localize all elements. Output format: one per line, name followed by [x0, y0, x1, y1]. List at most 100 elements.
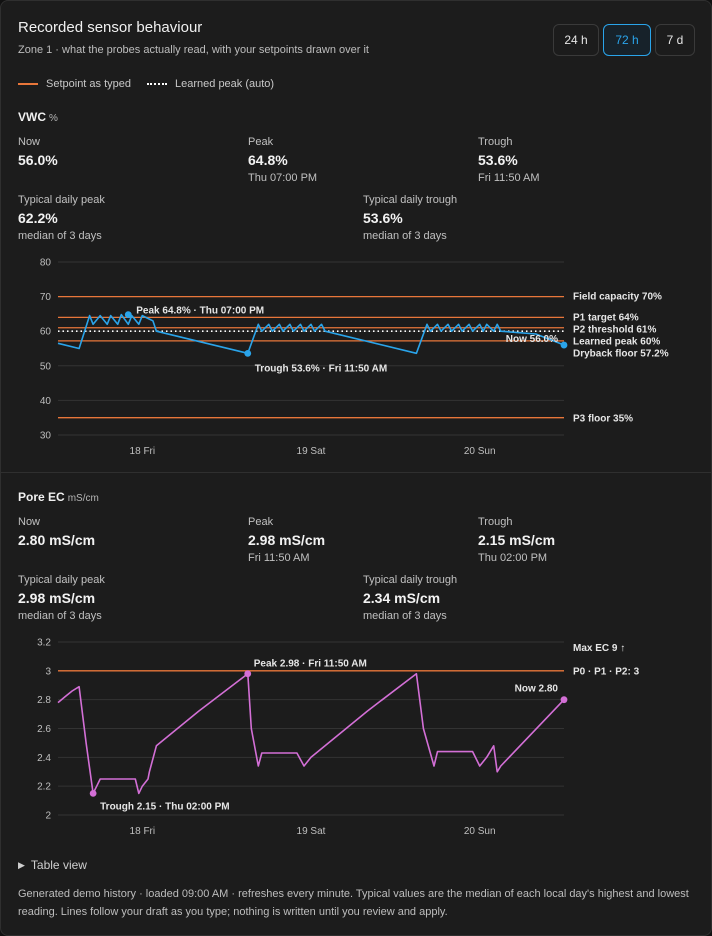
y-tick-label: 60 — [40, 327, 52, 338]
vwc-typical-trough-stat: Typical daily trough 53.6% median of 3 d… — [363, 194, 457, 242]
legend-setpoint-label: Setpoint as typed — [46, 78, 132, 90]
annotation-label: Now 56.0% — [506, 334, 558, 345]
section-divider — [1, 472, 711, 473]
y-tick-label: 2.8 — [37, 695, 51, 706]
vwc-title-text: VWC — [18, 110, 46, 124]
stat-value: 2.34 mS/cm — [363, 590, 441, 606]
annotation-label: Now 2.80 — [515, 684, 559, 695]
stat-time: Fri 11:50 AM — [248, 552, 310, 564]
stat-label: Now — [18, 136, 41, 148]
ec-trough-stat: Trough 2.15 mS/cm Thu 02:00 PM — [478, 516, 555, 564]
data-series-line — [57, 672, 565, 795]
ec-section-title: Pore EC mS/cm — [18, 490, 99, 504]
vwc-typical-peak-stat: Typical daily peak 62.2% median of 3 day… — [18, 194, 105, 242]
reference-line-label: Field capacity 70% — [573, 292, 662, 303]
stat-sub: median of 3 days — [18, 230, 102, 242]
stat-value: 53.6% — [478, 152, 518, 168]
y-tick-label: 2.4 — [37, 753, 51, 764]
stat-time: Thu 07:00 PM — [248, 172, 318, 184]
y-tick-label: 50 — [40, 361, 52, 372]
stat-value: 2.15 mS/cm — [478, 532, 556, 548]
ec-title-text: Pore EC — [18, 490, 65, 504]
ec-typical-trough-stat: Typical daily trough 2.34 mS/cm median o… — [363, 574, 457, 622]
reference-line-label: Learned peak 60% — [573, 337, 660, 348]
y-tick-label: 2 — [45, 811, 51, 822]
ec-typical-peak-stat: Typical daily peak 2.98 mS/cm median of … — [18, 574, 105, 622]
vwc-section-title: VWC% — [18, 110, 58, 124]
range-7d-button[interactable]: 7 d — [655, 24, 695, 56]
y-tick-label: 3 — [45, 666, 51, 677]
stat-value: 56.0% — [18, 152, 58, 168]
learned-swatch — [147, 83, 168, 85]
stat-label: Trough — [478, 136, 513, 148]
reference-line-label: Dryback floor 57.2% — [573, 349, 669, 360]
expand-triangle-icon: ▶ — [18, 859, 25, 870]
stat-value: 62.2% — [18, 210, 58, 226]
stat-value: 2.98 mS/cm — [18, 590, 96, 606]
y-tick-label: 3.2 — [37, 638, 51, 649]
card-subtitle: Zone 1 · what the probes actually read, … — [18, 44, 369, 56]
x-tick-label: 20 Sun — [464, 446, 496, 457]
x-tick-label: 18 Fri — [130, 446, 156, 457]
reference-line-label: P2 threshold 61% — [573, 325, 656, 336]
y-tick-label: 2.2 — [37, 782, 51, 793]
stat-value: 64.8% — [248, 152, 288, 168]
ec-now-stat: Now 2.80 mS/cm — [18, 516, 95, 548]
x-tick-label: 19 Sat — [297, 826, 326, 837]
table-view-toggle[interactable]: ▶ Table view — [18, 858, 87, 872]
time-range-selector: 24 h 72 h 7 d — [553, 24, 695, 56]
ec-peak-stat: Peak 2.98 mS/cm Fri 11:50 AM — [248, 516, 325, 564]
y-tick-label: 2.6 — [37, 724, 51, 735]
annotation-point — [560, 341, 568, 349]
vwc-trough-stat: Trough 53.6% Fri 11:50 AM — [478, 136, 540, 184]
reference-line-label: P0 · P1 · P2: 3 — [573, 666, 640, 677]
annotation-label: Trough 2.15 · Thu 02:00 PM — [100, 801, 229, 812]
stat-label: Typical daily peak — [18, 574, 105, 586]
stat-time: Thu 02:00 PM — [478, 552, 548, 564]
stat-label: Typical daily trough — [363, 574, 458, 586]
reference-line-label: P3 floor 35% — [573, 414, 633, 425]
table-view-label: Table view — [30, 858, 87, 872]
setpoint-swatch — [18, 83, 38, 85]
stat-value: 2.80 mS/cm — [18, 532, 96, 548]
reference-line-label: P1 target 64% — [573, 313, 639, 324]
stat-value: 53.6% — [363, 210, 403, 226]
stat-sub: median of 3 days — [363, 230, 447, 242]
stat-label: Trough — [478, 516, 513, 528]
annotation-point — [89, 789, 97, 797]
data-series-line — [57, 313, 565, 355]
stat-time: Fri 11:50 AM — [478, 172, 540, 184]
stat-label: Typical daily trough — [363, 194, 458, 206]
stat-label: Typical daily peak — [18, 194, 105, 206]
ec-unit: mS/cm — [67, 493, 99, 504]
chart-legend: Setpoint as typed Learned peak (auto) — [18, 78, 274, 90]
stat-sub: median of 3 days — [363, 610, 447, 622]
stat-sub: median of 3 days — [18, 610, 102, 622]
stat-value: 2.98 mS/cm — [248, 532, 326, 548]
range-24h-button[interactable]: 24 h — [553, 24, 599, 56]
stat-label: Peak — [248, 136, 274, 148]
y-tick-label: 30 — [40, 431, 52, 442]
stat-label: Now — [18, 516, 41, 528]
ec-chart: 3.2 3 2.8 2.6 2.4 2.2 2 18 Fri 19 Sat 20 Sun P0 · … — [37, 638, 640, 838]
vwc-now-stat: Now 56.0% — [18, 136, 58, 168]
annotation-point — [560, 696, 568, 704]
card-title: Recorded sensor behaviour — [18, 19, 203, 36]
x-tick-label: 20 Sun — [464, 826, 496, 837]
annotation-label: Peak 64.8% · Thu 07:00 PM — [136, 306, 264, 317]
vwc-peak-stat: Peak 64.8% Thu 07:00 PM — [248, 136, 317, 184]
vwc-unit: % — [49, 113, 58, 124]
x-tick-label: 19 Sat — [297, 446, 326, 457]
y-tick-label: 40 — [40, 396, 52, 407]
vwc-chart: 80 70 60 50 40 30 18 Fri 19 Sat 20 Sun Field capa… — [40, 258, 669, 458]
range-72h-button[interactable]: 72 h — [603, 24, 651, 56]
annotation-point — [244, 349, 252, 357]
annotation-label: Peak 2.98 · Fri 11:50 AM — [254, 659, 367, 670]
x-tick-label: 18 Fri — [130, 826, 156, 837]
y-tick-label: 70 — [40, 292, 52, 303]
stat-label: Peak — [248, 516, 274, 528]
footer-note: Generated demo history · loaded 09:00 AM… — [18, 888, 689, 918]
annotation-point — [124, 311, 132, 318]
annotation-label: Trough 53.6% · Fri 11:50 AM — [255, 363, 387, 374]
